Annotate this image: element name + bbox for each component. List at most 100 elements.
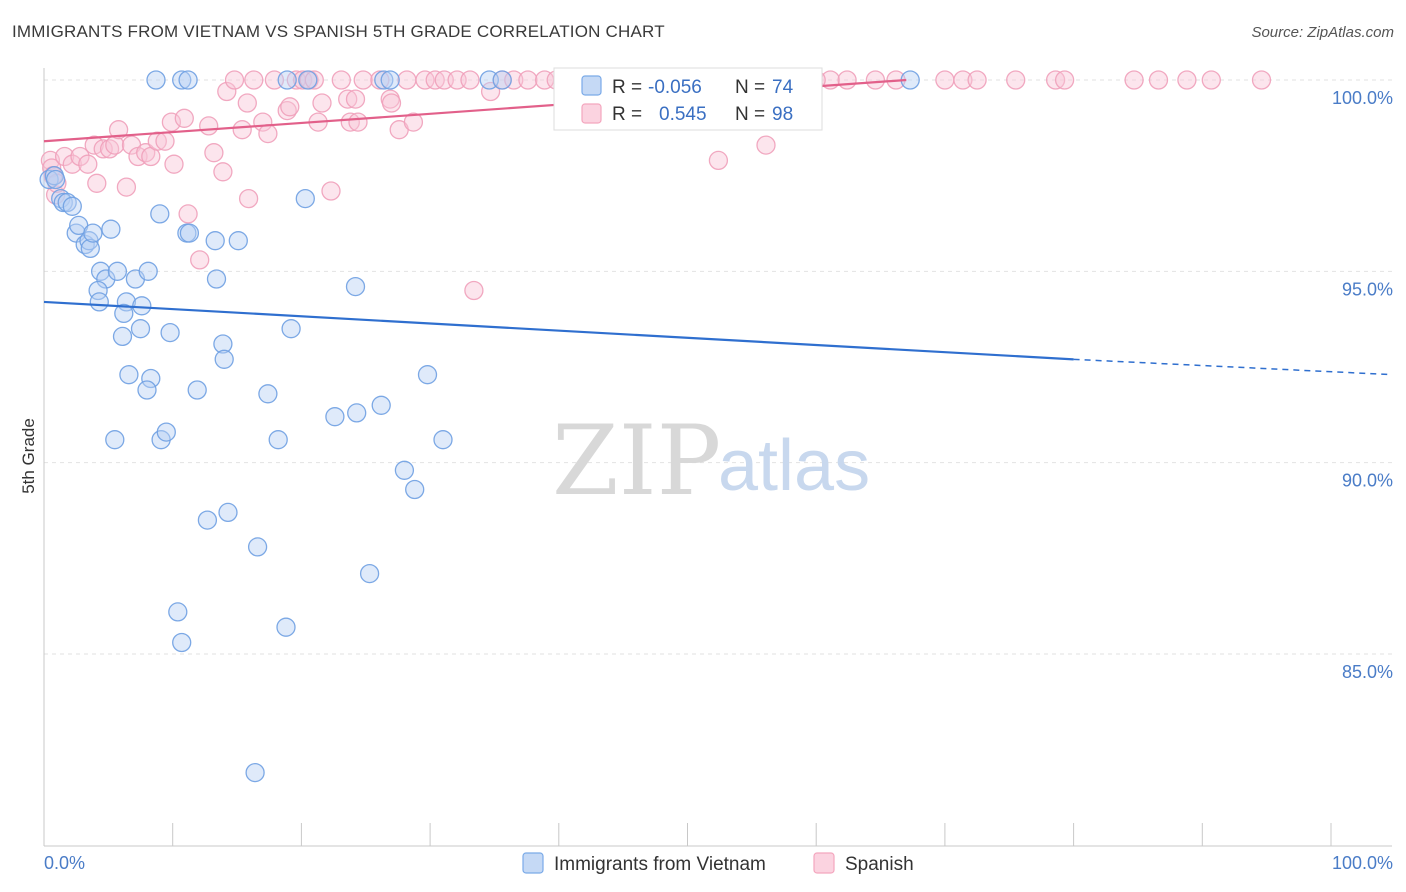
spanish-point-52 <box>348 112 368 132</box>
spanish-point-60 <box>415 70 435 90</box>
vietnam-point-50 <box>268 430 288 450</box>
spanish-point-59 <box>403 112 424 132</box>
spanish-point-90 <box>953 70 973 90</box>
spanish-point-96 <box>1148 70 1169 90</box>
vietnam-point-45 <box>371 395 391 415</box>
vietnam-point-51 <box>433 430 453 450</box>
vietnam-point-61 <box>245 762 265 783</box>
y-tick-label-90: 90.0% <box>1342 471 1393 491</box>
vietnam-point-70 <box>492 70 512 90</box>
vietnam-point-0 <box>39 169 59 190</box>
vietnam-point-68 <box>380 70 400 90</box>
spanish-point-34 <box>238 188 259 209</box>
x-tick-marks <box>43 823 1332 846</box>
vietnam-point-66 <box>298 70 318 90</box>
vietnam-point-20 <box>89 292 109 312</box>
spanish-point-64 <box>460 70 480 90</box>
spanish-point-26 <box>190 250 210 270</box>
legend-n-label-1: N = <box>735 77 765 98</box>
vietnam-point-49 <box>156 422 176 442</box>
vietnam-point-2 <box>45 169 66 190</box>
spanish-point-91 <box>967 70 987 90</box>
y-tick-label-100: 100.0% <box>1332 88 1393 108</box>
spanish-point-6 <box>62 154 82 174</box>
spanish-point-44 <box>304 70 324 90</box>
legend-r-value-2: 0.545 <box>659 104 707 125</box>
spanish-point-100 <box>708 150 729 171</box>
series-legend-label-vietnam: Immigrants from Vietnam <box>554 854 766 875</box>
vietnam-point-30 <box>205 231 225 251</box>
spanish-point-31 <box>224 70 245 90</box>
spanish-point-86 <box>837 70 857 90</box>
vietnam-point-27 <box>150 204 170 224</box>
spanish-point-21 <box>155 131 175 151</box>
vietnam-point-25 <box>112 326 133 347</box>
vietnam-point-42 <box>325 407 345 427</box>
x-tick-label-min: 0.0% <box>44 853 85 873</box>
legend-r-value-1: -0.056 <box>648 77 702 98</box>
vietnam-point-38 <box>214 349 234 369</box>
spanish-point-10 <box>87 173 107 193</box>
legend-r-label-2: R = <box>612 104 642 125</box>
spanish-point-50 <box>340 112 360 132</box>
vietnam-point-58 <box>168 602 188 622</box>
spanish-point-12 <box>99 139 120 159</box>
vietnam-point-36 <box>187 380 207 400</box>
vietnam-point-53 <box>405 479 425 500</box>
spanish-point-98 <box>1201 70 1221 90</box>
watermark-atlas: atlas <box>718 426 870 506</box>
spanish-point-11 <box>93 139 113 159</box>
spanish-point-40 <box>280 97 300 117</box>
spanish-point-47 <box>321 181 341 201</box>
series-legend: Immigrants from Vietnam Spanish <box>522 852 914 875</box>
vietnam-point-23 <box>114 303 134 324</box>
vietnam-point-62 <box>146 70 166 90</box>
legend-swatch-vietnam <box>581 75 602 96</box>
vietnam-point-33 <box>119 365 139 385</box>
spanish-point-1 <box>42 158 62 178</box>
spanish-point-58 <box>397 70 417 90</box>
vietnam-point-18 <box>138 261 158 281</box>
spanish-point-32 <box>232 120 252 140</box>
vietnam-point-37 <box>213 334 233 354</box>
vietnam-point-13 <box>101 219 121 239</box>
spanish-point-92 <box>1006 70 1026 90</box>
spanish-point-89 <box>935 70 955 90</box>
vietnam-point-43 <box>345 276 366 297</box>
vietnam-point-41 <box>295 188 315 209</box>
spanish-point-29 <box>213 162 233 182</box>
vietnam-point-60 <box>276 617 296 637</box>
vietnam-point-35 <box>137 380 157 400</box>
vietnam-point-40 <box>281 319 301 339</box>
vietnam-point-46 <box>417 365 438 385</box>
spanish-point-27 <box>199 116 219 136</box>
spanish-point-46 <box>312 93 332 113</box>
spanish-point-65 <box>464 280 484 301</box>
chart-title: IMMIGRANTS FROM VIETNAM VS SPANISH 5TH G… <box>12 22 665 41</box>
vietnam-point-57 <box>359 563 380 584</box>
vietnam-point-55 <box>218 502 238 523</box>
legend-n-value-1: 74 <box>772 77 794 98</box>
watermark-zip: ZIP <box>552 405 721 517</box>
vietnam-point-32 <box>206 269 227 289</box>
spanish-point-14 <box>108 120 129 140</box>
stats-legend: R = -0.056 N = 74 R = 0.545 N = 98 <box>553 67 823 131</box>
spanish-point-35 <box>244 70 264 90</box>
y-axis-label: 5th Grade <box>19 418 38 494</box>
spanish-point-0 <box>40 150 61 171</box>
spanish-point-5 <box>54 146 75 167</box>
spanish-point-37 <box>258 123 278 144</box>
spanish-point-69 <box>518 70 538 90</box>
vietnam-point-6 <box>62 196 82 216</box>
spanish-point-7 <box>70 146 90 167</box>
vietnam-point-24 <box>130 319 151 339</box>
vietnam-point-56 <box>247 537 268 557</box>
vietnam-point-16 <box>107 261 128 281</box>
vietnam-point-34 <box>141 368 161 389</box>
spanish-point-51 <box>345 89 366 109</box>
series-legend-label-spanish: Spanish <box>845 854 914 875</box>
vietnam-point-52 <box>394 460 415 480</box>
spanish-point-49 <box>338 89 358 109</box>
spanish-point-95 <box>1124 70 1144 90</box>
